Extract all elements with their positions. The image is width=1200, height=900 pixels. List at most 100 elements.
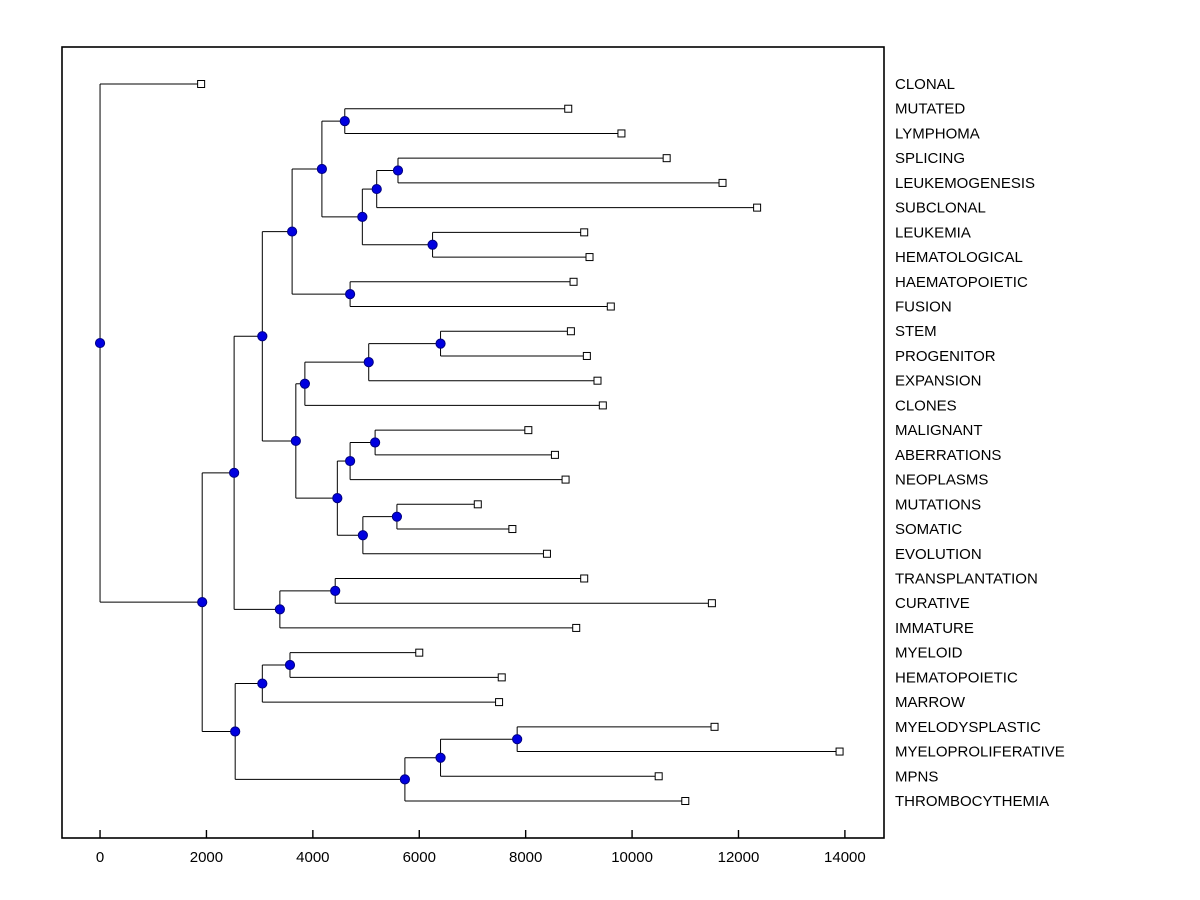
leaf-marker	[710, 722, 719, 731]
internal-node-marker	[229, 467, 240, 478]
internal-node-marker	[391, 511, 403, 522]
leaf-label: HAEMATOPOIETIC	[895, 274, 1028, 291]
leaf-label: MYELOPROLIFERATIVE	[895, 744, 1065, 761]
leaf-marker	[593, 376, 602, 385]
leaf-marker	[550, 450, 559, 459]
leaf-marker	[580, 574, 589, 583]
leaf-label: LEUKEMOGENESIS	[895, 175, 1035, 192]
leaf-marker	[662, 154, 671, 163]
leaf-marker	[585, 253, 594, 262]
leaf-label: SPLICING	[895, 150, 965, 167]
leaf-marker	[753, 203, 762, 212]
leaf-marker	[473, 500, 482, 509]
internal-node-marker	[344, 289, 356, 300]
leaf-label: MYELODYSPLASTIC	[895, 719, 1041, 736]
internal-node-marker	[284, 659, 296, 671]
leaf-label: LYMPHOMA	[895, 125, 980, 142]
x-tick-label: 0	[96, 849, 104, 866]
x-tick-label: 8000	[509, 849, 542, 866]
internal-node-marker	[299, 378, 310, 389]
leaf-marker	[835, 747, 844, 756]
leaf-label: CURATIVE	[895, 595, 970, 612]
x-tick-label: 2000	[190, 849, 223, 866]
leaf-marker	[497, 673, 506, 682]
leaf-label: STEM	[895, 323, 937, 340]
leaf-label: CLONES	[895, 397, 957, 414]
internal-node-marker	[427, 239, 438, 250]
leaf-marker	[606, 302, 615, 311]
leaf-label: EXPANSION	[895, 373, 981, 390]
leaf-marker	[572, 623, 581, 632]
leaf-marker	[681, 797, 690, 805]
leaf-label: MYELOID	[895, 645, 963, 662]
leaf-marker	[566, 327, 575, 336]
x-tick-label: 4000	[296, 849, 329, 866]
leaf-label: MALIGNANT	[895, 422, 983, 439]
leaf-label: MARROW	[895, 694, 966, 711]
leaf-marker	[569, 277, 578, 286]
internal-node-marker	[274, 604, 285, 615]
leaf-marker	[564, 104, 573, 113]
internal-node-marker	[290, 435, 301, 447]
leaf-label: MPNS	[895, 768, 938, 785]
leaf-marker	[508, 525, 517, 534]
internal-node-marker	[230, 726, 241, 737]
leaf-label: MUTATED	[895, 101, 965, 118]
axes-box	[61, 46, 885, 839]
leaf-marker	[707, 599, 716, 608]
leaf-label: PROGENITOR	[895, 348, 996, 365]
x-tick-label: 6000	[403, 849, 436, 866]
internal-node-marker	[257, 678, 268, 689]
leaf-marker	[598, 401, 607, 410]
leaf-label: EVOLUTION	[895, 546, 982, 563]
internal-node-marker	[316, 163, 328, 175]
internal-node-marker	[339, 115, 350, 127]
leaf-marker	[415, 648, 424, 657]
leaf-label: FUSION	[895, 299, 952, 316]
leaf-label: IMMATURE	[895, 620, 974, 637]
leaf-marker	[542, 549, 551, 558]
leaf-marker	[718, 178, 727, 187]
leaf-label: LEUKEMIA	[895, 224, 971, 241]
leaf-label: THROMBOCYTHEMIA	[895, 793, 1049, 810]
leaf-label: MUTATIONS	[895, 496, 981, 513]
leaf-label: TRANSPLANTATION	[895, 570, 1038, 587]
leaf-marker	[654, 772, 663, 781]
internal-node-marker	[370, 437, 381, 448]
leaf-label: NEOPLASMS	[895, 472, 988, 489]
internal-node-marker	[399, 774, 410, 785]
leaf-marker	[561, 475, 570, 484]
leaf-marker	[495, 698, 504, 707]
leaf-label: SUBCLONAL	[895, 200, 986, 217]
internal-node-marker	[257, 331, 268, 342]
internal-node-marker	[512, 734, 523, 745]
internal-node-marker	[344, 455, 356, 467]
internal-node-marker	[357, 211, 368, 222]
internal-node-marker	[332, 493, 343, 504]
leaf-marker	[524, 426, 533, 435]
x-tick-label: 12000	[718, 849, 760, 866]
leaf-label: ABERRATIONS	[895, 447, 1001, 464]
internal-node-marker	[197, 597, 208, 608]
internal-node-marker	[357, 530, 368, 541]
leaf-label: HEMATOLOGICAL	[895, 249, 1023, 266]
leaf-marker	[617, 129, 626, 138]
internal-node-marker	[287, 226, 298, 237]
leaf-label: CLONAL	[895, 76, 955, 93]
leaf-marker	[580, 228, 589, 237]
internal-node-marker	[435, 752, 446, 763]
internal-node-marker	[330, 585, 341, 596]
x-tick-label: 10000	[611, 849, 653, 866]
leaf-marker	[582, 351, 591, 360]
leaf-label: HEMATOPOIETIC	[895, 669, 1018, 686]
x-tick-label: 14000	[824, 849, 866, 866]
internal-node-marker	[435, 338, 446, 349]
leaf-marker	[197, 80, 206, 88]
internal-node-marker	[363, 357, 374, 368]
internal-node-marker	[94, 337, 106, 349]
internal-node-marker	[371, 183, 382, 195]
leaf-label: SOMATIC	[895, 521, 962, 538]
